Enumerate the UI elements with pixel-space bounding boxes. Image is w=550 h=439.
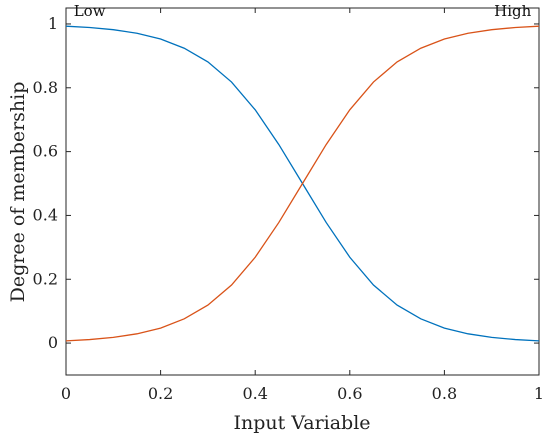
tick-labels: 0 0.2 0.4 0.6 0.8 1 0 0.2 0.4 0.6 0.8 1 xyxy=(33,14,545,403)
annotation-high: High xyxy=(494,2,531,20)
x-tick-label: 0.6 xyxy=(337,384,362,403)
x-tick-label: 1 xyxy=(534,384,544,403)
annotation-low: Low xyxy=(74,2,106,20)
y-tick-label: 0.4 xyxy=(33,205,58,224)
y-tick-label: 0.2 xyxy=(33,269,58,288)
x-tick-label: 0.4 xyxy=(242,384,267,403)
y-axis-label: Degree of membership xyxy=(7,82,29,303)
annotations: Low High xyxy=(74,2,532,20)
axis-ticks xyxy=(65,8,540,375)
y-tick-label: 0 xyxy=(48,333,58,352)
x-tick-label: 0.8 xyxy=(432,384,457,403)
plot-area xyxy=(65,7,540,376)
y-tick-label: 1 xyxy=(48,14,58,33)
x-axis-label: Input Variable xyxy=(233,412,370,434)
y-tick-label: 0.8 xyxy=(33,78,58,97)
series-lines xyxy=(65,25,540,342)
y-tick-label: 0.6 xyxy=(33,142,58,161)
x-tick-label: 0 xyxy=(61,384,71,403)
x-tick-label: 0.2 xyxy=(148,384,173,403)
series-line-1 xyxy=(65,25,540,342)
